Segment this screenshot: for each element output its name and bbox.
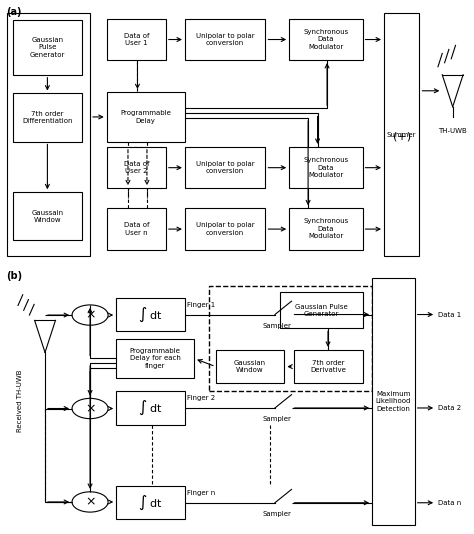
Bar — [185, 147, 265, 189]
Bar — [294, 350, 363, 383]
Bar — [289, 147, 363, 189]
Text: Data of
User 1: Data of User 1 — [124, 33, 149, 46]
Text: Sampler: Sampler — [263, 511, 292, 517]
Text: Sampler: Sampler — [263, 323, 292, 328]
Bar — [280, 293, 363, 328]
Bar — [289, 19, 363, 60]
Bar — [13, 20, 82, 75]
Bar — [384, 13, 419, 256]
Bar — [372, 278, 415, 524]
Text: Maximum
Likelihood
Detection: Maximum Likelihood Detection — [376, 391, 411, 412]
Bar — [13, 93, 82, 142]
Bar — [7, 13, 90, 256]
Text: $\int$ dt: $\int$ dt — [138, 305, 163, 324]
Text: (b): (b) — [6, 271, 22, 281]
Text: Synchronous
Data
Modulator: Synchronous Data Modulator — [303, 29, 348, 50]
Bar — [185, 19, 265, 60]
Bar — [13, 192, 82, 240]
Text: 7th order
Differentiation: 7th order Differentiation — [22, 111, 73, 124]
Text: Synchronous
Data
Modulator: Synchronous Data Modulator — [303, 157, 348, 178]
Text: Data of
User n: Data of User n — [124, 222, 149, 235]
Text: Unipolar to polar
conversion: Unipolar to polar conversion — [196, 33, 255, 46]
Bar — [289, 208, 363, 249]
Text: Finger 1: Finger 1 — [187, 302, 216, 308]
Bar — [107, 92, 185, 142]
Text: Synchronous
Data
Modulator: Synchronous Data Modulator — [303, 218, 348, 239]
Text: Gaussain
Window: Gaussain Window — [32, 209, 64, 223]
Text: Gaussian Pulse
Generator: Gaussian Pulse Generator — [295, 304, 347, 317]
Text: 7th order
Derivative: 7th order Derivative — [310, 360, 346, 373]
Text: Data n: Data n — [438, 500, 462, 506]
Bar — [116, 297, 185, 331]
Bar — [116, 339, 194, 378]
Text: $\int$ dt: $\int$ dt — [138, 399, 163, 417]
Text: Finger 2: Finger 2 — [187, 395, 215, 402]
Text: Unipolar to polar
conversion: Unipolar to polar conversion — [196, 161, 255, 174]
Text: (a): (a) — [6, 6, 21, 17]
Text: Data of
User 2: Data of User 2 — [124, 161, 149, 174]
Bar — [107, 19, 166, 60]
Bar — [116, 391, 185, 425]
Text: TH-UWB: TH-UWB — [438, 128, 467, 134]
Bar — [107, 147, 166, 189]
Text: ×: × — [85, 309, 95, 321]
Text: Data 2: Data 2 — [438, 405, 462, 411]
Bar — [209, 286, 372, 391]
Text: Gaussian
Window: Gaussian Window — [234, 360, 266, 373]
Text: ×: × — [85, 496, 95, 508]
Text: Finger n: Finger n — [187, 490, 216, 496]
Text: (+): (+) — [392, 131, 411, 141]
Text: Programmable
Delay for each
finger: Programmable Delay for each finger — [130, 348, 181, 369]
Bar — [116, 486, 185, 519]
Text: Programmable
Delay: Programmable Delay — [120, 110, 171, 123]
Bar — [216, 350, 284, 383]
Text: Received TH-UWB: Received TH-UWB — [17, 369, 23, 432]
Bar — [185, 208, 265, 249]
Text: Sampler: Sampler — [263, 416, 292, 422]
Bar — [107, 208, 166, 249]
Text: Unipolar to polar
conversion: Unipolar to polar conversion — [196, 222, 255, 235]
Text: Summer: Summer — [387, 132, 417, 138]
Text: ×: × — [85, 402, 95, 415]
Text: Gaussian
Pulse
Generator: Gaussian Pulse Generator — [30, 37, 65, 58]
Text: Data 1: Data 1 — [438, 311, 462, 318]
Text: $\int$ dt: $\int$ dt — [138, 493, 163, 512]
